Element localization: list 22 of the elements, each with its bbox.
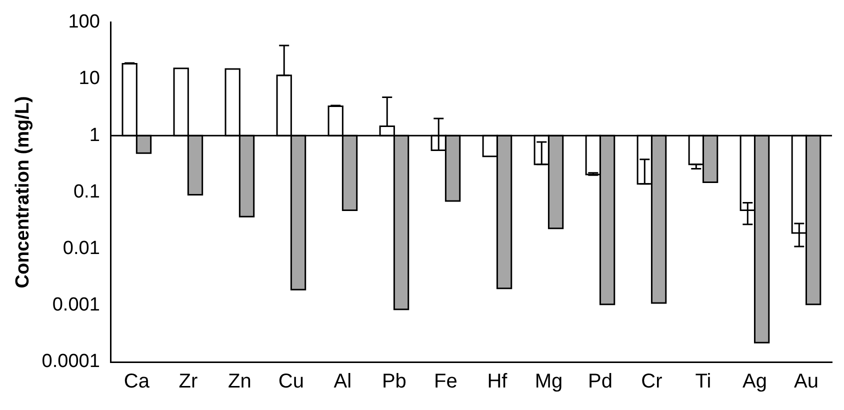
y-tick-label: 0.0001 [42,351,100,372]
x-tick-label: Ti [695,370,712,393]
x-tick-label: Cr [641,370,663,393]
x-tick-label: Ag [742,370,767,393]
y-tick-label: 1 [89,124,100,146]
y-tick-label: 0.01 [62,238,100,260]
x-tick-label: Pd [588,370,612,393]
x-tick-label: Pb [382,370,406,393]
y-tick-label: 10 [78,68,100,90]
x-tick-label: Mg [534,370,563,393]
x-tick-label: Cu [278,370,304,393]
x-tick-label: Ca [124,370,150,393]
y-tick-label: 0.1 [73,181,100,202]
x-tick-label: Zr [178,370,198,393]
y-tick-label: 0.001 [52,294,100,316]
x-tick-label: Hf [487,370,508,393]
x-tick-label: Zn [228,370,252,393]
y-axis-title: Concentration (mg/L) [12,96,34,288]
x-tick-label: Al [334,370,352,393]
x-tick-label: Au [794,370,818,393]
y-tick-label: 100 [68,12,100,33]
x-tick-label: Fe [434,370,458,393]
